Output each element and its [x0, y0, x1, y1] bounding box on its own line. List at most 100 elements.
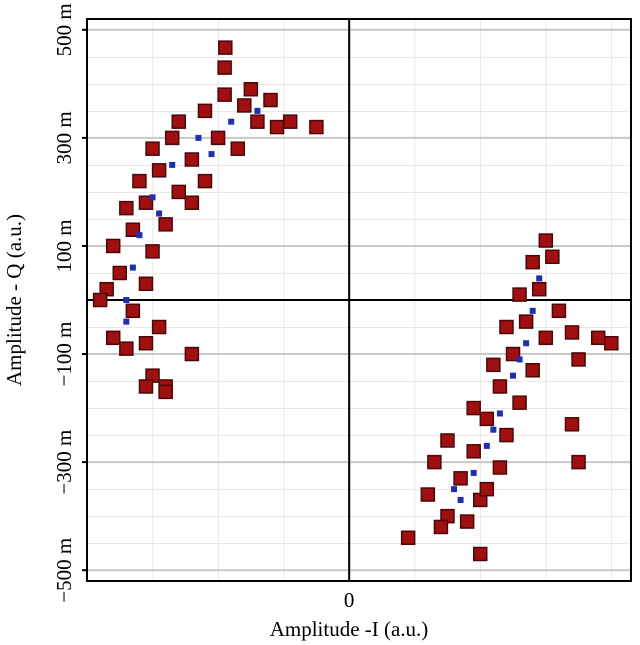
- sample-dot: [169, 161, 176, 168]
- y-tick-label: 300 m: [52, 111, 76, 164]
- sample-dot: [123, 297, 130, 303]
- sample-marker: [217, 60, 232, 75]
- sample-marker: [125, 222, 141, 237]
- sample-dot: [457, 496, 464, 503]
- y-axis-label: Amplitude - Q (a.u.): [2, 214, 26, 386]
- y-tick-label: 500 m: [52, 3, 76, 56]
- sample-marker: [453, 471, 468, 486]
- sample-marker: [138, 379, 154, 394]
- grid-layer: [87, 19, 631, 581]
- sample-marker: [151, 319, 167, 335]
- sample-marker: [531, 281, 547, 297]
- sample-dot: [516, 356, 523, 363]
- sample-marker: [164, 130, 180, 146]
- sample-dot: [510, 372, 517, 379]
- sample-marker: [92, 292, 108, 308]
- sample-marker: [138, 276, 154, 292]
- sample-marker: [571, 454, 586, 470]
- sample-dot: [470, 469, 477, 476]
- sample-marker: [145, 141, 160, 156]
- sample-marker: [217, 87, 232, 102]
- sample-marker: [119, 200, 134, 216]
- sample-marker: [459, 514, 475, 529]
- sample-marker: [499, 427, 514, 443]
- sample-marker: [138, 195, 154, 210]
- sample-dot: [536, 275, 543, 282]
- sample-dot: [496, 410, 503, 417]
- sample-marker: [466, 400, 481, 416]
- sample-marker: [282, 114, 298, 129]
- sample-marker: [512, 287, 527, 302]
- sample-marker: [440, 433, 455, 448]
- y-tick-label: 100 m: [52, 219, 76, 272]
- sample-marker: [112, 265, 128, 281]
- sample-marker: [433, 519, 449, 535]
- sample-marker: [218, 40, 233, 55]
- sample-marker: [132, 173, 147, 189]
- sample-dot: [529, 307, 536, 314]
- sample-dot: [228, 118, 235, 125]
- sample-marker: [250, 114, 265, 129]
- sample-dot: [156, 210, 163, 217]
- sample-dot: [149, 194, 156, 201]
- sample-marker: [466, 444, 481, 459]
- sample-marker: [473, 546, 488, 562]
- sample-marker: [269, 119, 285, 135]
- sample-marker: [197, 173, 213, 189]
- sample-marker: [184, 346, 200, 362]
- sample-marker: [243, 82, 259, 97]
- sample-marker: [138, 335, 154, 351]
- sample-dot: [136, 232, 143, 239]
- sample-marker: [309, 119, 324, 135]
- y-tick-label: −100 m: [52, 322, 76, 387]
- sample-marker: [237, 98, 252, 113]
- sample-marker: [145, 244, 160, 259]
- y-tick-label: −500 m: [52, 538, 76, 603]
- sample-dot: [483, 442, 490, 449]
- sample-marker: [525, 363, 540, 378]
- sample-marker: [564, 417, 580, 432]
- sample-marker: [105, 330, 121, 346]
- sample-marker: [479, 481, 495, 497]
- sample-dot: [523, 340, 530, 347]
- sample-marker: [505, 346, 521, 362]
- sample-marker: [420, 487, 436, 502]
- sample-marker: [184, 152, 200, 167]
- sample-marker: [486, 357, 501, 373]
- sample-marker: [564, 325, 580, 340]
- sample-marker: [171, 114, 187, 129]
- sample-marker: [158, 384, 173, 400]
- sample-marker: [590, 330, 606, 346]
- sample-marker: [545, 249, 560, 265]
- sample-marker: [518, 314, 534, 329]
- sample-marker: [571, 352, 586, 367]
- x-axis-label: Amplitude -I (a.u.): [270, 617, 429, 641]
- plot-frame: [86, 18, 632, 582]
- sample-marker: [525, 254, 540, 270]
- sample-marker: [158, 217, 173, 232]
- sample-marker: [499, 319, 514, 335]
- sample-marker: [512, 395, 527, 410]
- sample-marker: [197, 103, 213, 119]
- sample-marker: [119, 341, 134, 356]
- sample-dot: [123, 318, 130, 325]
- sample-marker: [125, 303, 141, 319]
- sample-marker: [427, 454, 442, 470]
- sample-marker: [263, 92, 278, 108]
- sample-marker: [400, 530, 416, 546]
- sample-dot: [208, 151, 215, 158]
- sample-dot: [254, 107, 261, 114]
- sample-marker: [492, 460, 508, 475]
- sample-marker: [184, 195, 200, 210]
- y-tick-label: −300 m: [52, 430, 76, 495]
- sample-marker: [604, 335, 619, 351]
- sample-marker: [538, 233, 554, 248]
- sample-dot: [195, 134, 202, 141]
- sample-marker: [105, 238, 121, 254]
- sample-marker: [171, 184, 187, 200]
- x-tick-label: 0: [344, 588, 355, 612]
- marks-layer: [92, 40, 619, 562]
- sample-marker: [538, 330, 554, 346]
- sample-marker: [151, 163, 167, 178]
